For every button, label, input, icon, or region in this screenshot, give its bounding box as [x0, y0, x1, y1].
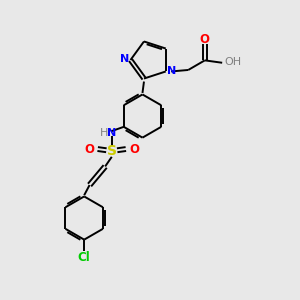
Text: O: O [200, 33, 210, 46]
Text: N: N [121, 54, 130, 64]
Text: O: O [84, 142, 94, 155]
Text: O: O [130, 142, 140, 155]
Text: H: H [100, 128, 109, 138]
Text: N: N [167, 66, 176, 76]
Text: Cl: Cl [78, 250, 91, 263]
Text: OH: OH [224, 58, 241, 68]
Text: N: N [107, 128, 116, 138]
Text: S: S [107, 144, 117, 158]
